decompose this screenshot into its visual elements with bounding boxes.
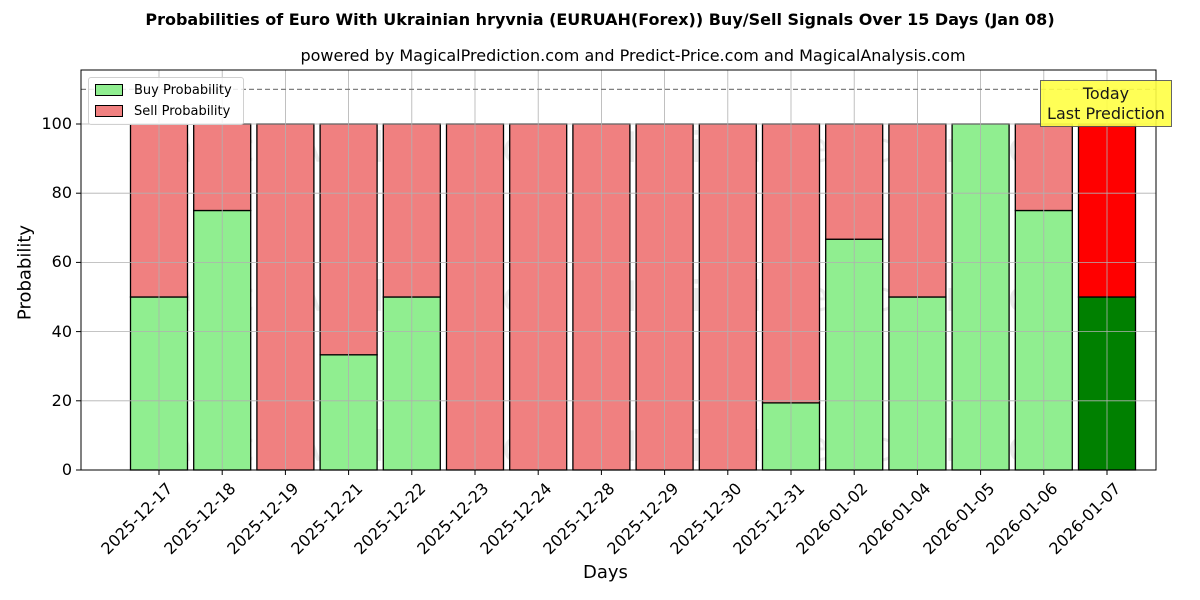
ytick-label: 40 [51, 321, 72, 341]
x-axis-label: Days [583, 562, 628, 583]
axes-frame [80, 69, 1157, 471]
legend-item-sell: Sell Probability [95, 103, 230, 119]
legend-label-sell: Sell Probability [134, 103, 231, 119]
legend: Buy Probability Sell Probability [88, 77, 244, 125]
ytick-label: 20 [51, 390, 72, 410]
today-label: Today [1082, 84, 1130, 103]
ytick-label: 60 [51, 252, 72, 272]
legend-item-buy: Buy Probability [95, 82, 232, 98]
legend-label-buy: Buy Probability [134, 82, 232, 98]
ytick-label: 100 [41, 114, 72, 133]
sell-swatch-icon [95, 105, 123, 117]
buy-swatch-icon [95, 84, 123, 96]
today-annotation: Today Last Prediction [1040, 80, 1172, 127]
y-axis-label: Probability [14, 224, 36, 321]
chart-title: Probabilities of Euro With Ukrainian hry… [145, 10, 1055, 29]
chart-subtitle: powered by MagicalPrediction.com and Pre… [300, 46, 966, 65]
ytick-label: 80 [51, 183, 72, 203]
last-prediction-label: Last Prediction [1047, 104, 1165, 123]
ytick-label: 0 [61, 460, 72, 479]
